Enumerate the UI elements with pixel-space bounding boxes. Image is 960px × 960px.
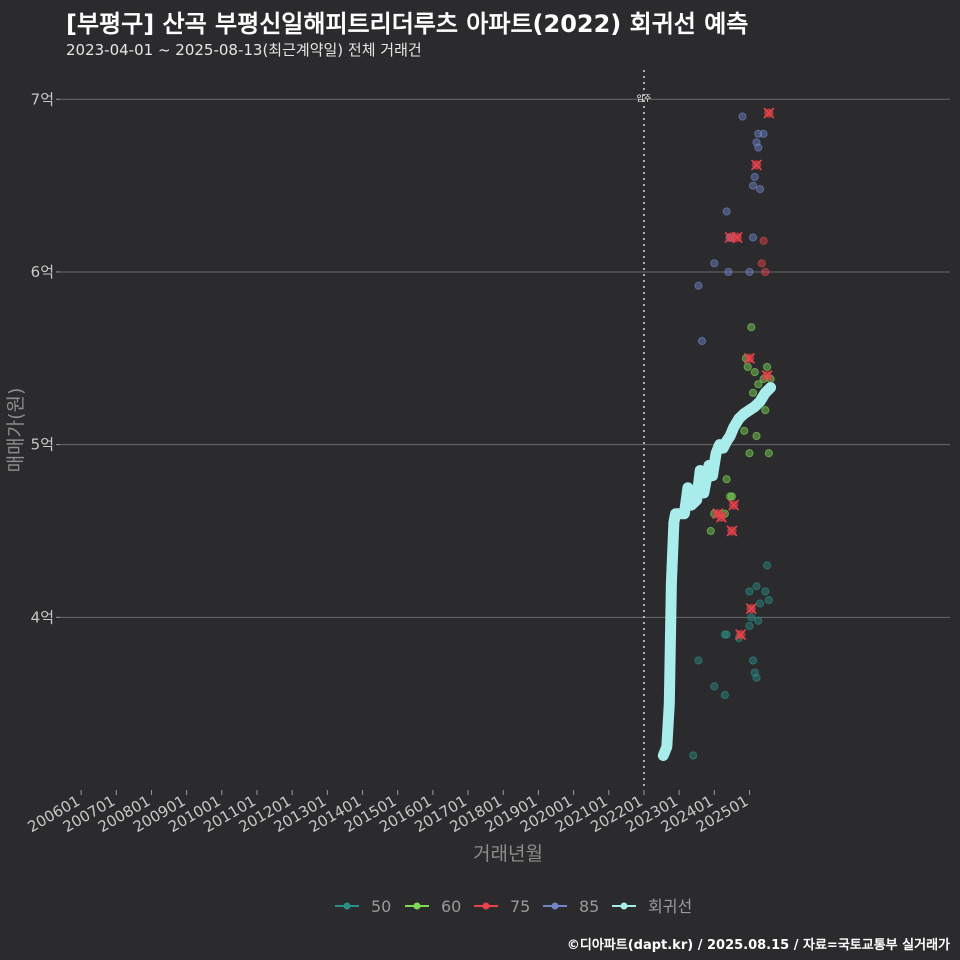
x-marker (735, 629, 747, 641)
chart-title: [부평구] 산곡 부평신일해피트리더루츠 아파트(2022) 회귀선 예측 (66, 10, 749, 38)
data-point-50 (745, 587, 754, 596)
data-point-50 (689, 751, 698, 760)
legend-item-60: 60 (405, 897, 461, 916)
legend-swatch-dot (620, 902, 628, 910)
data-point-85 (722, 207, 731, 216)
data-point-85 (710, 259, 719, 268)
data-point-60 (743, 362, 752, 372)
x-markers (712, 107, 775, 641)
data-point-50 (752, 673, 761, 682)
data-point-60 (764, 449, 773, 458)
y-axis-title: 매매가(원) (5, 388, 27, 473)
data-point-50 (710, 682, 719, 691)
x-marker (750, 159, 763, 171)
y-tick-label: 7억 (31, 90, 54, 108)
legend-label: 회귀선 (648, 897, 692, 916)
x-marker (743, 352, 756, 364)
data-point-85 (738, 112, 747, 121)
x-marker (761, 369, 773, 382)
data-point-50 (764, 595, 773, 605)
y-tick-label: 5억 (31, 436, 54, 454)
data-point-60 (740, 426, 749, 435)
legend-swatch-dot (551, 902, 559, 910)
data-point-50 (755, 599, 765, 608)
legend-swatch-dot (413, 902, 421, 910)
data-point-60 (727, 492, 736, 501)
data-point-75 (759, 236, 768, 245)
data-point-60 (706, 526, 715, 536)
data-point-75 (757, 259, 766, 268)
data-point-60 (752, 431, 761, 441)
legend-item-50: 50 (335, 897, 391, 916)
legend-label: 60 (441, 897, 461, 916)
data-point-75 (761, 267, 770, 277)
annotation-layer: 입주 (637, 70, 652, 790)
x-marker (715, 511, 727, 523)
legend-swatch-dot (482, 902, 490, 910)
data-point-85 (745, 267, 754, 277)
regression-line (657, 382, 777, 761)
x-marker (728, 499, 740, 511)
chart-subtitle: 2023-04-01 ~ 2025-08-13(최근계약일) 전체 거래건 (66, 41, 422, 59)
data-point-50 (752, 582, 761, 591)
x-marker (726, 525, 738, 537)
data-point-85 (694, 281, 703, 290)
move-in-label: 입주 (637, 94, 652, 103)
data-point-60 (762, 362, 772, 372)
x-axis: 2006012007012008012009012010012011012012… (25, 790, 751, 836)
data-point-85 (748, 181, 758, 190)
legend: 50 60 75 85 회귀선 (335, 897, 692, 916)
legend-label: 50 (371, 897, 391, 916)
data-point-50 (745, 621, 754, 631)
source-credit: ©디아파트(dapt.kr) / 2025.08.15 / 자료=국토교통부 실… (566, 938, 950, 953)
data-point-50 (754, 616, 763, 625)
x-marker (731, 231, 743, 243)
x-marker (763, 107, 775, 119)
data-point-50 (761, 587, 770, 596)
data-point-60 (754, 380, 763, 389)
data-point-60 (750, 368, 759, 377)
data-point-60 (745, 449, 754, 458)
x-axis-title: 거래년월 (473, 843, 543, 865)
data-point-85 (750, 172, 759, 182)
data-point-85 (724, 267, 733, 277)
legend-item-75: 75 (474, 897, 530, 916)
legend-item-85: 85 (543, 897, 599, 916)
data-point-50 (720, 690, 729, 700)
data-point-50 (747, 613, 756, 622)
data-point-85 (697, 336, 707, 346)
legend-swatch-dot (343, 902, 351, 910)
legend-label: 75 (510, 897, 530, 916)
data-point-50 (694, 656, 703, 665)
regression-line-layer (657, 382, 777, 761)
y-tick-label: 6억 (31, 263, 54, 281)
legend-item-회귀선: 회귀선 (612, 897, 692, 916)
data-point-85 (755, 184, 765, 194)
data-point-50 (722, 630, 731, 639)
grid-lines (60, 98, 950, 618)
data-point-50 (748, 656, 758, 665)
y-axis: 4억 5억 6억 7억 (31, 90, 60, 626)
y-tick-label: 4억 (31, 608, 54, 626)
data-point-60 (747, 323, 756, 332)
data-point-85 (748, 233, 758, 242)
data-point-60 (748, 388, 758, 397)
data-point-85 (759, 129, 768, 138)
data-point-60 (722, 475, 731, 484)
x-marker (745, 603, 757, 615)
legend-label: 85 (579, 897, 599, 916)
data-point-85 (754, 143, 763, 152)
data-point-50 (762, 561, 772, 570)
data-point-60 (761, 405, 770, 415)
